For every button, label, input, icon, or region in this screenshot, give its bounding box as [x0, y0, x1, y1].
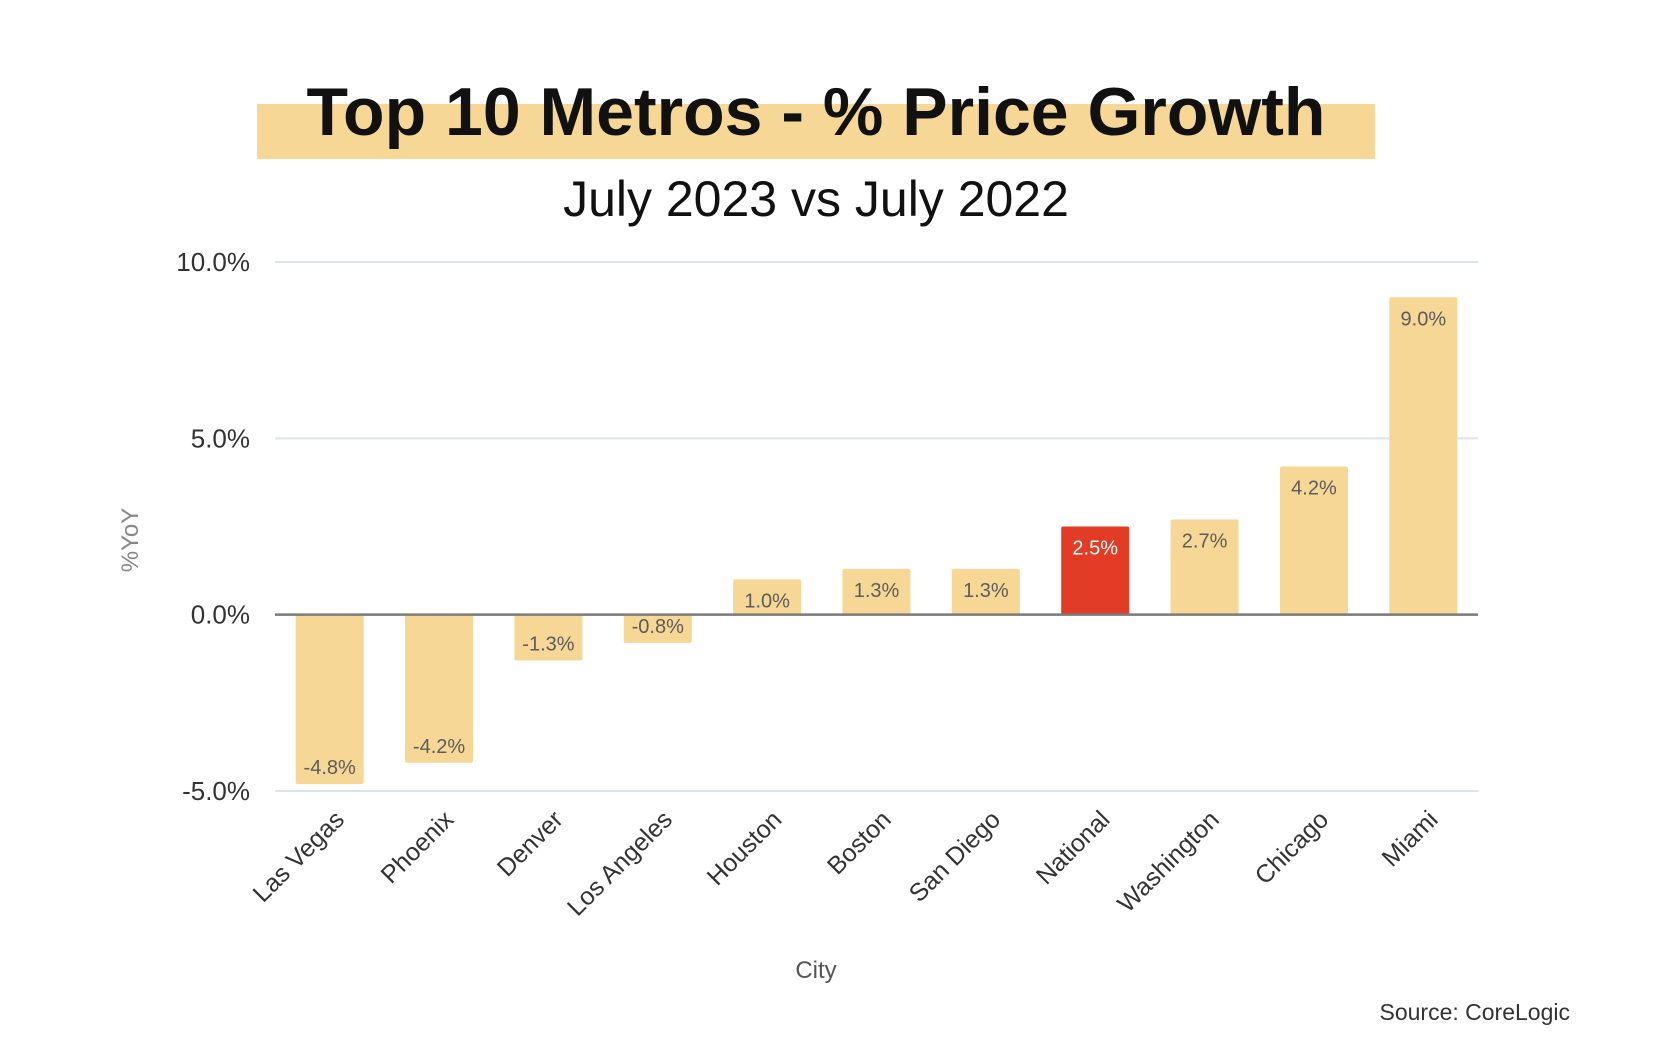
source-note: Source: CoreLogic: [1380, 999, 1571, 1025]
x-tick-label: Miami: [1377, 805, 1444, 872]
bar-value-label: 4.2%: [1291, 478, 1337, 500]
bar: [295, 614, 364, 784]
y-axis-label: %YoY: [117, 508, 144, 573]
x-tick-label: Los Angeles: [562, 805, 678, 921]
y-tick-label: -5.0%: [182, 776, 250, 806]
bar: [1279, 466, 1348, 615]
bar-value-label: 9.0%: [1401, 308, 1447, 330]
bars: -4.8% -4.2% -1.3% -0.8% 1.0% 1.3% 1.3% 2.5% 2.7%…: [275, 297, 1478, 784]
y-tick-label: 5.0%: [191, 423, 250, 453]
x-tick-label: National: [1031, 805, 1116, 890]
bar-value-label: -1.3%: [522, 634, 574, 656]
bar: [623, 614, 692, 643]
y-tick-label: 10.0%: [176, 247, 250, 277]
bar: [514, 614, 583, 661]
bar: [842, 568, 911, 615]
x-tick-label: Houston: [702, 805, 788, 891]
bar: [1061, 526, 1130, 615]
chart-title: Top 10 Metros - % Price Growth: [307, 74, 1326, 150]
x-tick-label: Denver: [492, 805, 569, 882]
x-tick-label: Phoenix: [376, 805, 460, 889]
bar-value-label: -0.8%: [632, 616, 684, 638]
bar-value-label: -4.8%: [304, 757, 356, 779]
chart-subtitle: July 2023 vs July 2022: [563, 171, 1069, 227]
bar: [1389, 297, 1458, 615]
x-tick-label: Washington: [1112, 805, 1224, 917]
x-tick-label: Chicago: [1250, 805, 1335, 890]
bar: [951, 568, 1020, 615]
x-tick-label: Las Vegas: [248, 805, 350, 907]
bar-value-label: 1.0%: [744, 590, 790, 612]
bar: [733, 579, 802, 615]
y-tick-label: 0.0%: [191, 600, 250, 630]
bar: [405, 614, 474, 763]
x-axis-label: City: [795, 957, 836, 984]
y-axis-ticks: -5.0% 0.0% 5.0% 10.0%: [176, 247, 250, 806]
bar-value-label: 1.3%: [854, 580, 900, 602]
bar-value-label: 2.5%: [1072, 538, 1118, 560]
bar-value-label: 1.3%: [963, 580, 1009, 602]
x-tick-label: Boston: [822, 805, 897, 880]
bar: [1170, 519, 1239, 615]
bar-value-label: -4.2%: [413, 736, 465, 758]
bar-value-label: 2.7%: [1182, 530, 1228, 552]
x-tick-label: San Diego: [904, 805, 1006, 907]
grid-lines: [275, 261, 1478, 792]
title-highlight-band: [257, 104, 1375, 159]
